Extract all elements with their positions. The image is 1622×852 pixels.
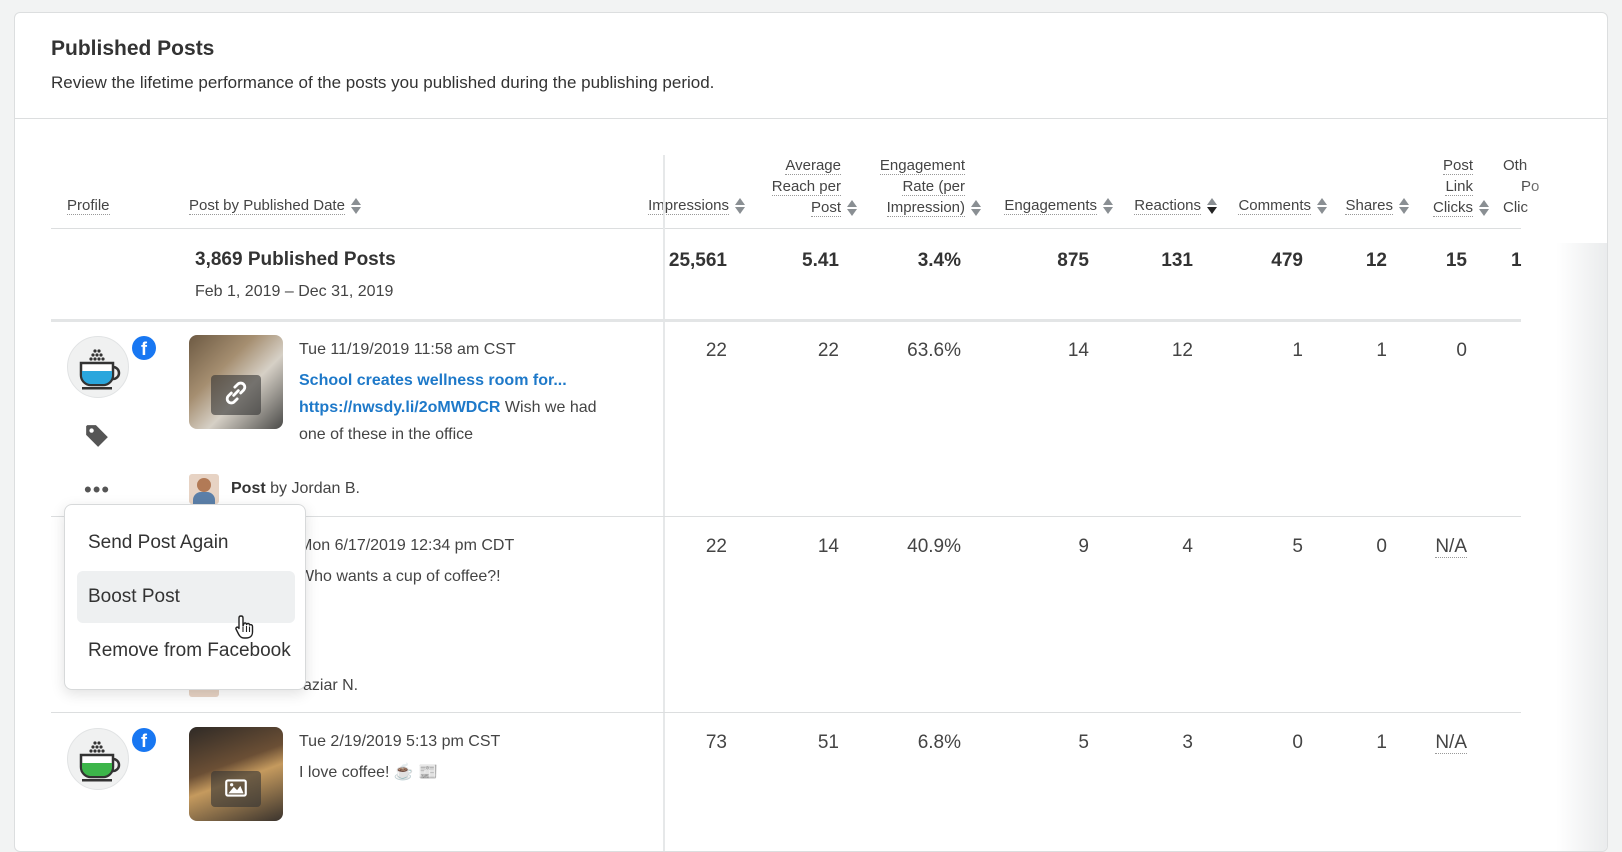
page-subtitle: Review the lifetime performance of the p… — [51, 73, 715, 92]
sort-icon[interactable] — [350, 197, 361, 215]
cell-engagement-rate: 40.9% — [907, 536, 961, 557]
coffee-cup-icon — [79, 349, 121, 390]
profile-avatar[interactable] — [67, 336, 129, 398]
cell-engagement-rate: 63.6% — [907, 340, 961, 361]
col-comments[interactable]: Comments — [1219, 195, 1327, 216]
card-header: Published Posts Review the lifetime perf… — [15, 13, 1607, 119]
post-thumbnail[interactable] — [189, 335, 283, 429]
summary-other-clicks: 1 — [1511, 250, 1522, 271]
post-thumbnail[interactable] — [189, 727, 283, 821]
col-impressions[interactable]: Impressions — [635, 195, 745, 216]
post-link-url[interactable]: https://nwsdy.li/2oMWDCR — [299, 399, 501, 416]
summary-shares: 12 — [1365, 250, 1387, 271]
summary-engagements: 875 — [1057, 250, 1089, 271]
sort-icon[interactable] — [847, 199, 857, 217]
author-avatar — [189, 474, 219, 504]
sort-icon[interactable] — [971, 199, 981, 217]
link-icon — [225, 381, 247, 405]
cell-reactions: 3 — [1182, 732, 1193, 753]
profile-avatar[interactable] — [67, 728, 129, 790]
cell-engagements: 5 — [1078, 732, 1089, 753]
col-post-date[interactable]: Post by Published Date — [189, 195, 361, 216]
image-icon — [225, 779, 247, 797]
col-link-clicks[interactable]: Post Link Clicks — [1415, 155, 1489, 218]
cell-reactions: 12 — [1171, 340, 1193, 361]
cell-avg-reach: 14 — [817, 536, 839, 557]
col-avg-reach[interactable]: Average Reach per Post — [755, 155, 857, 218]
sort-icon[interactable] — [735, 197, 745, 215]
hand-cursor-icon — [235, 615, 254, 639]
cell-comments: 5 — [1292, 536, 1303, 557]
sort-icon[interactable] — [1103, 197, 1113, 215]
summary-avg-reach: 5.41 — [802, 250, 839, 271]
post-text: School creates wellness room for... http… — [299, 372, 597, 443]
summary-impressions: 25,561 — [668, 250, 727, 271]
cell-impressions: 73 — [705, 732, 727, 753]
cell-impressions: 22 — [705, 340, 727, 361]
cell-link-clicks: N/A — [1435, 732, 1467, 754]
summary-title: 3,869 Published Posts — [195, 249, 396, 270]
summary-reactions: 131 — [1161, 250, 1193, 271]
header-scroll-fade — [1521, 153, 1607, 243]
cell-impressions: 22 — [705, 536, 727, 557]
post-author: Post by Jordan B. — [231, 480, 360, 497]
post-date: Mon 6/17/2019 12:34 pm CDT — [299, 537, 515, 554]
cell-engagements: 14 — [1067, 340, 1089, 361]
horizontal-scroll-fade — [1521, 243, 1607, 851]
post-actions-menu: Send Post Again Boost Post Remove from F… — [64, 504, 306, 690]
summary-comments: 479 — [1271, 250, 1303, 271]
col-profile: Profile — [67, 197, 110, 215]
sort-icon[interactable] — [1317, 197, 1327, 215]
post-date: Tue 2/19/2019 5:13 pm CST — [299, 733, 501, 750]
post-text: Who wants a cup of coffee?! — [299, 568, 501, 585]
menu-item-boost-post[interactable]: Boost Post — [77, 571, 295, 623]
cell-link-clicks: 0 — [1456, 340, 1467, 361]
cell-shares: 1 — [1376, 340, 1387, 361]
summary-link-clicks: 15 — [1445, 250, 1467, 271]
col-engagement-rate[interactable]: Engagement Rate (per Impression) — [865, 155, 981, 218]
post-text: I love coffee! ☕ 📰 — [299, 764, 439, 781]
more-options-icon[interactable]: ••• — [84, 477, 111, 502]
row-divider — [51, 712, 1521, 713]
col-reactions[interactable]: Reactions — [1115, 195, 1217, 216]
published-posts-card: Published Posts Review the lifetime perf… — [14, 12, 1608, 852]
cell-comments: 0 — [1292, 732, 1303, 753]
summary-date-range: Feb 1, 2019 – Dec 31, 2019 — [195, 283, 394, 300]
frozen-column-divider — [663, 155, 665, 851]
summary-engagement-rate: 3.4% — [917, 250, 961, 271]
cell-reactions: 4 — [1182, 536, 1193, 557]
cell-comments: 1 — [1292, 340, 1303, 361]
sort-icon[interactable] — [1399, 197, 1409, 215]
cell-engagement-rate: 6.8% — [917, 732, 961, 753]
sort-icon[interactable] — [1479, 199, 1489, 217]
coffee-cup-icon — [79, 741, 121, 782]
cell-link-clicks: N/A — [1435, 536, 1467, 558]
post-author: aziar N. — [303, 677, 359, 694]
menu-item-remove-from-facebook[interactable]: Remove from Facebook — [88, 640, 291, 661]
menu-item-send-post-again[interactable]: Send Post Again — [88, 532, 229, 553]
sort-desc-icon[interactable] — [1207, 197, 1217, 215]
cell-engagements: 9 — [1078, 536, 1089, 557]
facebook-icon: f — [132, 728, 156, 752]
post-date: Tue 11/19/2019 11:58 am CST — [299, 341, 516, 358]
page-title: Published Posts — [51, 37, 215, 60]
col-shares[interactable]: Shares — [1331, 195, 1409, 216]
cell-avg-reach: 51 — [817, 732, 839, 753]
facebook-icon: f — [132, 336, 156, 360]
cell-shares: 1 — [1376, 732, 1387, 753]
cell-avg-reach: 22 — [817, 340, 839, 361]
row-divider — [51, 516, 1521, 517]
cell-shares: 0 — [1376, 536, 1387, 557]
summary-divider — [51, 319, 1521, 322]
post-link-title[interactable]: School creates wellness room for... — [299, 372, 567, 389]
col-engagements[interactable]: Engagements — [985, 195, 1113, 216]
header-divider — [51, 228, 1521, 229]
tag-icon[interactable] — [84, 423, 110, 449]
